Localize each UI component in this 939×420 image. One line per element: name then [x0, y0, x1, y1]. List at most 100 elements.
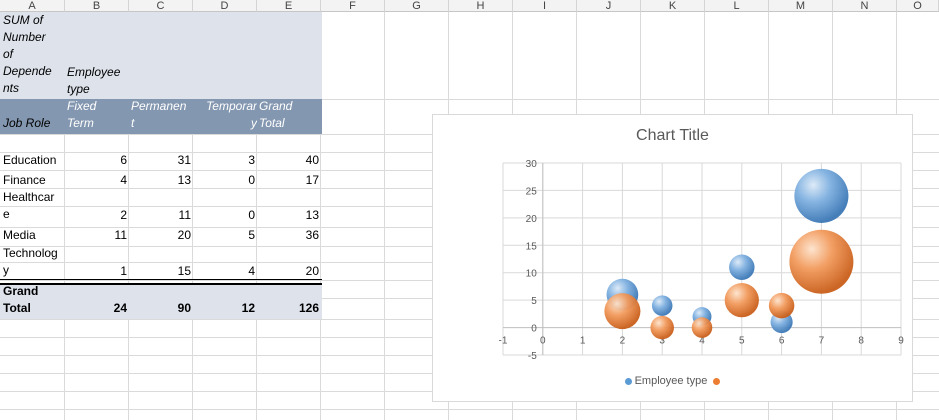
pivot-row-separator: [0, 279, 322, 280]
chart-x-tick-label: -1: [499, 336, 508, 347]
pivot-col-header-fixed-term[interactable]: Fixed Term: [67, 99, 97, 130]
column-header-f[interactable]: F: [321, 0, 385, 12]
chart-y-tick-label: 25: [526, 186, 538, 197]
pivot-value-cell[interactable]: 6: [120, 153, 127, 167]
row-gridline: [0, 409, 939, 410]
column-header-k[interactable]: K: [641, 0, 705, 12]
pivot-grand-total-cell[interactable]: 126: [298, 301, 319, 315]
column-header-m[interactable]: M: [769, 0, 833, 12]
pivot-value-cell[interactable]: 2: [120, 208, 127, 222]
pivot-grand-total-cell[interactable]: 12: [241, 301, 255, 315]
column-gridline: [64, 12, 65, 420]
column-header-h[interactable]: H: [449, 0, 513, 12]
pivot-grand-total-cell[interactable]: 24: [113, 301, 127, 315]
pivot-value-cell[interactable]: 5: [248, 228, 255, 242]
chart-x-tick-label: 9: [898, 336, 904, 347]
chart-bubble[interactable]: [651, 295, 673, 316]
pivot-value-cell[interactable]: 1: [120, 264, 127, 278]
pivot-grand-total-band: [0, 283, 322, 319]
chart-x-tick-label: 2: [620, 336, 626, 347]
column-gridline: [256, 12, 257, 420]
pivot-col-header-permanent[interactable]: Permanen t: [131, 99, 187, 130]
legend-marker-series-2: [713, 377, 721, 385]
chart-bubble[interactable]: [789, 229, 854, 294]
bubble-chart[interactable]: Chart Title 30 25 20 15 10 5 0 -5 -1 0 1 2 3 4 5 6 7 8 9 E…: [432, 114, 913, 402]
chart-y-tick-label: 20: [526, 214, 538, 225]
column-header-n[interactable]: N: [833, 0, 897, 12]
chart-y-tick-label: 5: [531, 296, 537, 307]
chart-bubble[interactable]: [729, 254, 755, 280]
pivot-value-cell[interactable]: 4: [120, 173, 127, 187]
pivot-col-header-temporary[interactable]: Temporar y: [206, 99, 257, 130]
pivot-value-cell[interactable]: 31: [177, 153, 191, 167]
pivot-value-cell[interactable]: 20: [177, 228, 191, 242]
pivot-light-area: [0, 12, 322, 99]
pivot-col-header-grand-total[interactable]: Grand Total: [259, 99, 293, 130]
chart-legend[interactable]: Employee type: [433, 375, 912, 387]
column-header-d[interactable]: D: [193, 0, 257, 12]
chart-bubble[interactable]: [724, 283, 759, 318]
legend-label-series-1: Employee type: [634, 375, 708, 387]
column-header-o[interactable]: O: [897, 0, 939, 12]
pivot-value-cell[interactable]: 0: [248, 208, 255, 222]
pivot-grand-total-label[interactable]: Grand Total: [3, 284, 39, 315]
legend-marker-series-1: [624, 377, 632, 385]
column-gridline: [320, 12, 321, 420]
chart-y-tick-label: 30: [526, 159, 538, 170]
row-gridline: [0, 99, 939, 100]
column-header-e[interactable]: E: [257, 0, 321, 12]
column-gridline: [384, 12, 385, 420]
pivot-value-cell[interactable]: 11: [178, 208, 191, 222]
pivot-row-label[interactable]: Finance: [3, 173, 46, 187]
chart-x-tick-label: 1: [580, 336, 586, 347]
pivot-value-cell[interactable]: 11: [114, 228, 127, 242]
pivot-row-label[interactable]: Media: [3, 228, 36, 242]
column-header-c[interactable]: C: [129, 0, 193, 12]
pivot-value-cell[interactable]: 13: [305, 208, 319, 222]
pivot-row-label[interactable]: Technolog y: [3, 246, 58, 277]
pivot-value-cell[interactable]: 4: [248, 264, 255, 278]
chart-y-tick-label: 10: [526, 269, 538, 280]
pivot-value-cell[interactable]: 0: [248, 173, 255, 187]
pivot-value-cell[interactable]: 17: [305, 173, 319, 187]
pivot-row-field-label[interactable]: Job Role: [3, 116, 51, 130]
pivot-grand-total-cell[interactable]: 90: [177, 301, 191, 315]
column-gridline: [128, 12, 129, 420]
pivot-value-cell[interactable]: 13: [177, 173, 191, 187]
column-header-b[interactable]: B: [65, 0, 129, 12]
column-header-g[interactable]: G: [385, 0, 449, 12]
chart-x-tick-label: 3: [659, 336, 665, 347]
chart-y-tick-label: 0: [531, 324, 537, 335]
pivot-value-cell[interactable]: 15: [177, 264, 191, 278]
pivot-value-cell[interactable]: 40: [305, 153, 319, 167]
chart-x-tick-label: 0: [540, 336, 546, 347]
chart-x-tick-label: 8: [858, 336, 864, 347]
pivot-value-cell[interactable]: 3: [248, 153, 255, 167]
chart-y-tick-label: -5: [528, 351, 537, 362]
pivot-row-label[interactable]: Education: [3, 153, 57, 167]
column-gridline: [192, 12, 193, 420]
chart-title[interactable]: Chart Title: [636, 127, 709, 144]
pivot-value-cell[interactable]: 36: [305, 228, 319, 242]
column-header-l[interactable]: L: [705, 0, 769, 12]
chart-x-tick-label: 7: [819, 336, 825, 347]
chart-y-tick-label: 15: [526, 241, 538, 252]
chart-bubble[interactable]: [650, 315, 674, 340]
column-header-a[interactable]: A: [0, 0, 65, 12]
pivot-column-field-label: Employee type: [67, 65, 121, 96]
chart-bubble[interactable]: [768, 292, 795, 319]
chart-bubble[interactable]: [604, 293, 641, 330]
chart-bubble[interactable]: [794, 168, 849, 223]
pivot-row-label[interactable]: Healthcar e: [3, 190, 55, 221]
pivot-value-cell[interactable]: 20: [305, 264, 319, 278]
column-header-i[interactable]: I: [513, 0, 577, 12]
pivot-header-band: [0, 99, 322, 134]
chart-x-tick-label: 6: [779, 336, 785, 347]
chart-x-tick-label: 4: [699, 336, 705, 347]
chart-bubble[interactable]: [691, 317, 713, 338]
chart-x-tick-label: 5: [739, 336, 745, 347]
pivot-value-field-label: SUM of Number of Depende nts: [3, 13, 52, 95]
column-header-j[interactable]: J: [577, 0, 641, 12]
